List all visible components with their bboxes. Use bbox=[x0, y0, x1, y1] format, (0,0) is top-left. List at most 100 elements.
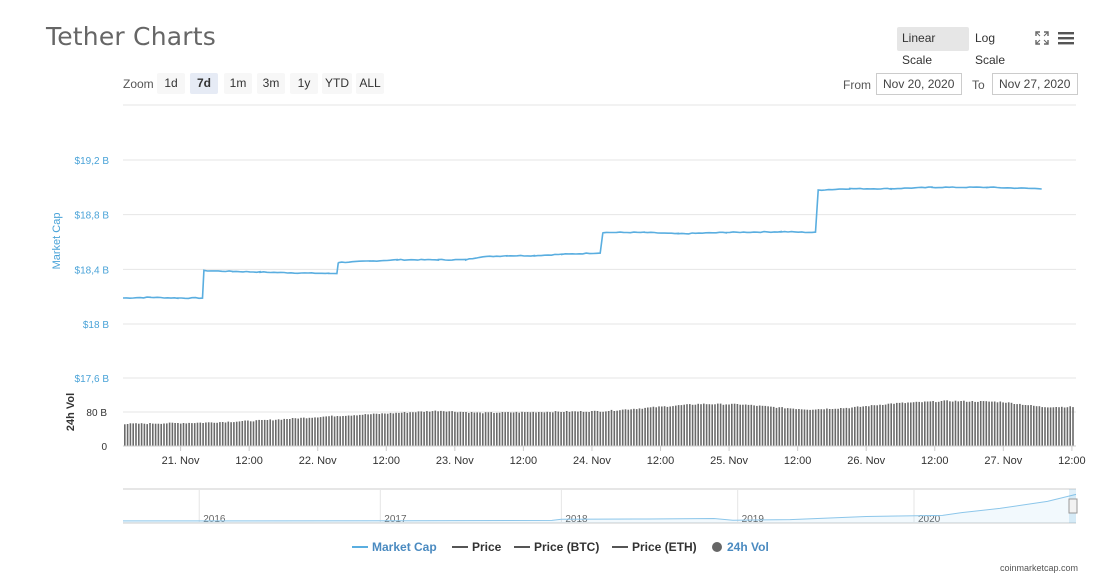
legend-item[interactable]: Price bbox=[452, 540, 502, 554]
volume-bar bbox=[644, 407, 646, 446]
volume-bar bbox=[291, 418, 294, 446]
volume-bar bbox=[661, 406, 663, 446]
volume-bar bbox=[484, 412, 487, 446]
volume-bar bbox=[784, 408, 786, 446]
x-axis-tick-label: 21. Nov bbox=[162, 455, 200, 467]
volume-bar bbox=[563, 412, 565, 446]
volume-bar bbox=[552, 412, 554, 446]
volume-bar bbox=[943, 400, 946, 446]
legend-label: Price (BTC) bbox=[534, 540, 599, 554]
to-date-input[interactable] bbox=[992, 73, 1078, 95]
volume-bar bbox=[126, 424, 129, 446]
zoom-all-button[interactable]: ALL bbox=[356, 73, 384, 94]
volume-bar bbox=[949, 401, 951, 446]
volume-bar bbox=[621, 409, 624, 446]
volume-bar bbox=[512, 412, 515, 446]
volume-bar bbox=[582, 411, 585, 446]
volume-bar bbox=[736, 404, 739, 446]
volume-bar bbox=[448, 411, 451, 446]
navigator-year-label: 2020 bbox=[918, 514, 941, 525]
navigator-year-label: 2018 bbox=[565, 514, 588, 525]
volume-bar bbox=[241, 421, 244, 446]
x-axis-tick-label: 27. Nov bbox=[984, 455, 1022, 467]
navigator: 2016 2017 2018 2019 2020 bbox=[122, 488, 1078, 525]
volume-bar bbox=[493, 413, 495, 446]
volume-bar bbox=[968, 401, 971, 446]
volume-axis: 0 80 B bbox=[86, 408, 107, 453]
volume-bar bbox=[177, 423, 179, 446]
menu-icon[interactable] bbox=[1058, 31, 1074, 45]
navigator-handle bbox=[1068, 498, 1078, 514]
x-axis-tick-label: 12:00 bbox=[510, 455, 538, 467]
volume-bar bbox=[207, 422, 210, 446]
volume-bar bbox=[182, 423, 185, 446]
volume-bar bbox=[518, 412, 520, 446]
volume-bar bbox=[529, 412, 532, 446]
volume-bar bbox=[524, 412, 526, 446]
volume-bar bbox=[898, 402, 901, 446]
volume-bar bbox=[1024, 405, 1027, 446]
volume-bar bbox=[960, 401, 962, 446]
x-axis-tick-label: 22. Nov bbox=[299, 455, 337, 467]
volume-bar bbox=[856, 406, 859, 446]
from-date-input[interactable] bbox=[876, 73, 962, 95]
volume-bar bbox=[915, 401, 918, 446]
volume-bar bbox=[428, 411, 431, 446]
volume-bar bbox=[532, 411, 534, 446]
market-cap-tick-label: $18 B bbox=[83, 320, 109, 331]
volume-bar bbox=[982, 401, 985, 446]
grid-layer bbox=[123, 104, 1076, 413]
zoom-3m-button[interactable]: 3m bbox=[257, 73, 285, 94]
legend-item[interactable]: Price (ETH) bbox=[612, 540, 697, 554]
volume-bar bbox=[884, 404, 887, 446]
fullscreen-icon[interactable] bbox=[1035, 31, 1049, 45]
volume-bar bbox=[778, 407, 781, 446]
log-scale-button[interactable]: Log Scale bbox=[975, 31, 1006, 67]
volume-bar bbox=[596, 411, 599, 446]
volume-bar bbox=[910, 402, 912, 446]
volume-bar bbox=[977, 401, 979, 446]
volume-bar bbox=[381, 413, 383, 446]
zoom-ytd-button[interactable]: YTD bbox=[322, 73, 352, 94]
volume-bar bbox=[1061, 406, 1063, 446]
volume-bar bbox=[764, 405, 767, 446]
volume-bar bbox=[440, 410, 442, 446]
volume-bar bbox=[317, 417, 319, 446]
volume-bar bbox=[420, 411, 423, 446]
volume-bar bbox=[652, 406, 655, 446]
volume-bar bbox=[361, 414, 364, 446]
zoom-1y-button[interactable]: 1y bbox=[290, 73, 318, 94]
volume-bar bbox=[599, 411, 602, 446]
legend-item[interactable]: Market Cap bbox=[352, 540, 437, 554]
volume-bar bbox=[705, 404, 708, 446]
volume-bar bbox=[719, 403, 722, 446]
volume-bar bbox=[546, 411, 548, 446]
volume-bar bbox=[638, 408, 641, 446]
legend-item[interactable]: Price (BTC) bbox=[514, 540, 599, 554]
volume-bar bbox=[834, 408, 837, 446]
volume-bar bbox=[694, 404, 697, 446]
volume-bar bbox=[364, 414, 367, 446]
volume-bar bbox=[501, 412, 504, 446]
zoom-1m-button[interactable]: 1m bbox=[224, 73, 252, 94]
legend-item[interactable]: 24h Vol bbox=[712, 540, 769, 554]
volume-bar bbox=[437, 411, 439, 446]
zoom-7d-button[interactable]: 7d bbox=[190, 73, 218, 94]
volume-bar bbox=[297, 418, 299, 446]
zoom-1d-button[interactable]: 1d bbox=[157, 73, 185, 94]
volume-bar bbox=[904, 403, 906, 446]
volume-bar bbox=[742, 404, 744, 446]
volume-bar bbox=[300, 417, 302, 446]
volume-bar bbox=[733, 403, 736, 446]
volume-bar bbox=[560, 412, 562, 446]
volume-bar bbox=[826, 408, 828, 446]
volume-bar bbox=[412, 412, 414, 446]
linear-scale-button[interactable]: Linear Scale bbox=[897, 27, 969, 67]
x-axis-tick-label: 24. Nov bbox=[573, 455, 611, 467]
volume-bar bbox=[865, 406, 867, 446]
source-credit: coinmarketcap.com bbox=[999, 563, 1078, 573]
volume-bar bbox=[854, 406, 856, 446]
volume-bar bbox=[235, 421, 238, 446]
volume-bar bbox=[322, 416, 325, 446]
volume-bar bbox=[991, 401, 993, 446]
